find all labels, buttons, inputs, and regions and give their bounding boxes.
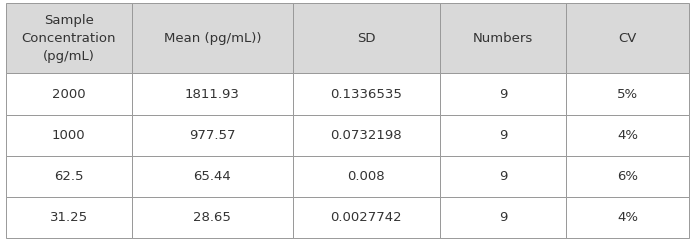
Text: 0.0027742: 0.0027742 [331,211,402,224]
Text: Numbers: Numbers [473,32,533,45]
Text: 1000: 1000 [52,129,85,142]
Text: 31.25: 31.25 [50,211,88,224]
Bar [6,3,132,74]
Bar [566,197,689,238]
Bar [132,115,293,156]
Text: CV: CV [619,32,637,45]
Text: 62.5: 62.5 [54,170,83,183]
Bar [293,3,440,74]
Text: 5%: 5% [617,87,639,100]
Bar [293,74,440,115]
Bar [6,74,132,115]
Text: 1811.93: 1811.93 [185,87,240,100]
Bar [293,156,440,197]
Text: 4%: 4% [617,129,639,142]
Bar [6,197,132,238]
Text: 65.44: 65.44 [194,170,231,183]
Bar [132,74,293,115]
Bar [566,74,689,115]
Text: 2000: 2000 [52,87,85,100]
Bar [440,156,566,197]
Bar [440,115,566,156]
Text: 6%: 6% [617,170,639,183]
Bar [440,197,566,238]
Bar [440,74,566,115]
Bar [293,115,440,156]
Text: 0.1336535: 0.1336535 [330,87,402,100]
Text: 9: 9 [499,87,507,100]
Text: 977.57: 977.57 [189,129,236,142]
Text: 9: 9 [499,211,507,224]
Bar [6,115,132,156]
Text: 28.65: 28.65 [193,211,231,224]
Text: SD: SD [357,32,375,45]
Text: 9: 9 [499,170,507,183]
Text: Mean (pg/mL)): Mean (pg/mL)) [164,32,261,45]
Text: 9: 9 [499,129,507,142]
Bar [440,3,566,74]
Text: 4%: 4% [617,211,639,224]
Bar [132,197,293,238]
Text: 0.0732198: 0.0732198 [331,129,402,142]
Bar [566,115,689,156]
Bar [132,3,293,74]
Bar [566,156,689,197]
Text: Sample
Concentration
(pg/mL): Sample Concentration (pg/mL) [22,14,116,63]
Bar [6,156,132,197]
Text: 0.008: 0.008 [348,170,385,183]
Bar [566,3,689,74]
Bar [132,156,293,197]
Bar [293,197,440,238]
